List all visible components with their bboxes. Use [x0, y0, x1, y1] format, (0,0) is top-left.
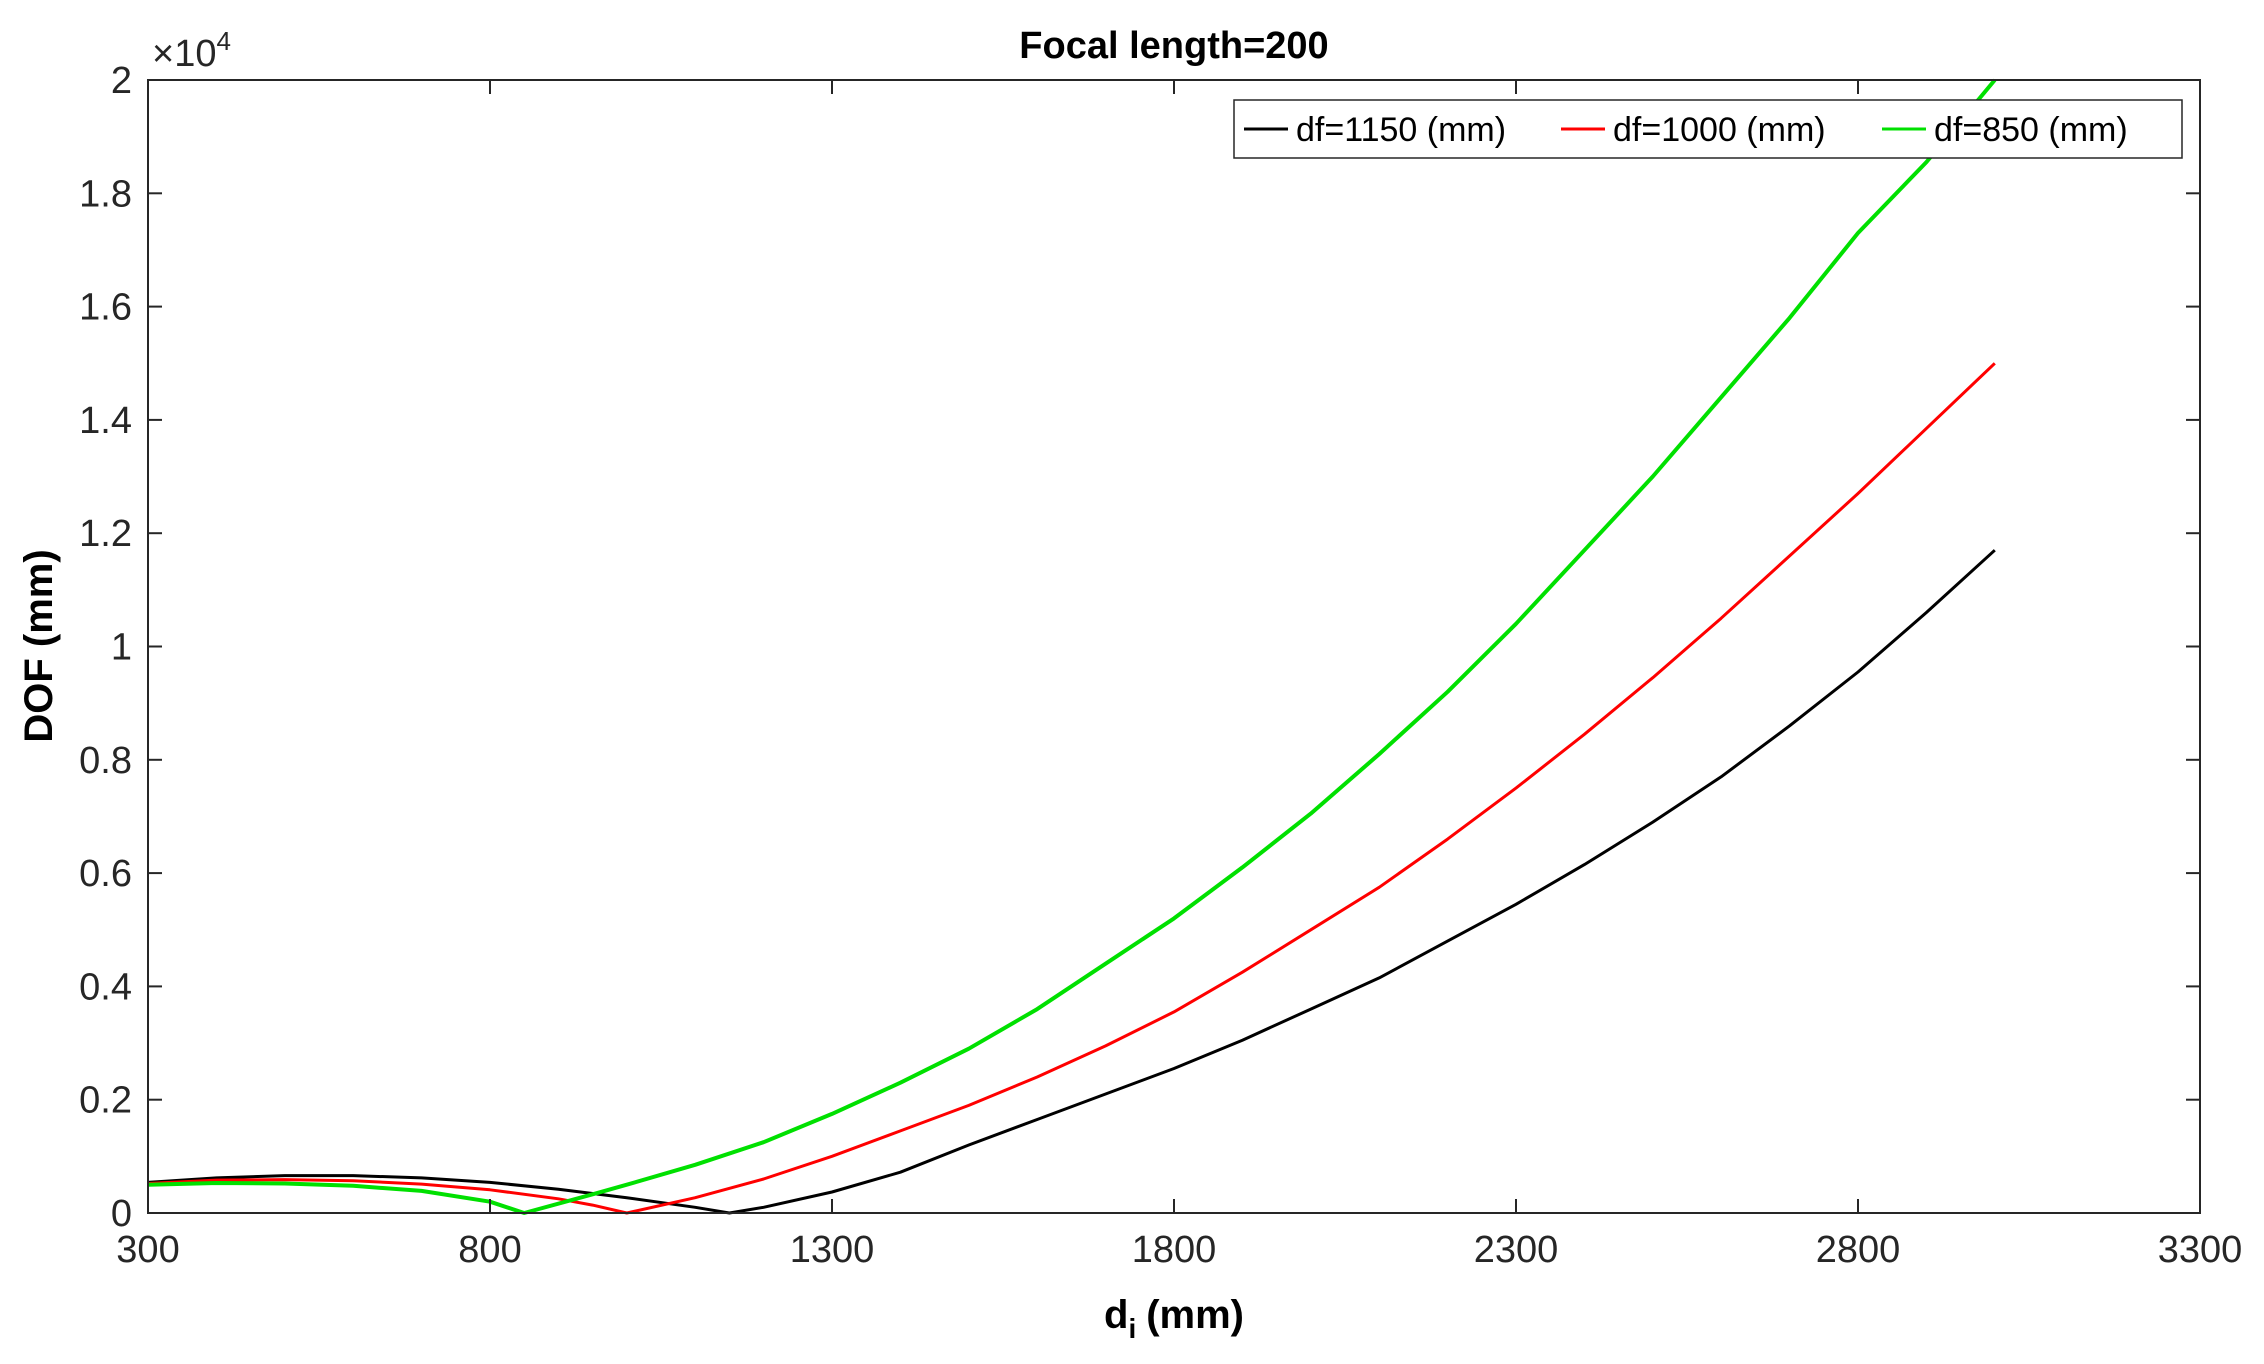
- legend-box: [1233, 99, 2183, 159]
- x-tick-label: 300: [116, 1229, 179, 1271]
- x-tick-label: 2300: [1474, 1229, 1559, 1271]
- y-tick-label: 0.8: [79, 740, 132, 782]
- y-exponent-power: 4: [216, 26, 230, 56]
- y-tick-label: 0.6: [79, 853, 132, 895]
- y-exponent-base: ×10: [152, 33, 216, 75]
- y-tick-label: 1.6: [79, 287, 132, 329]
- legend-label: df=1000 (mm): [1613, 111, 1826, 149]
- x-axis-label-sub: i: [1128, 1313, 1136, 1344]
- series-layer: [147, 78, 1997, 1215]
- y-axis-ticks: 0 0.2 0.4 0.6 0.8 1 1.2 1.4 1.6 1.8 2: [79, 60, 2200, 1235]
- x-tick-label: 3300: [2158, 1229, 2243, 1271]
- legend: df=1150 (mm) df=1000 (mm) df=850 (mm): [1233, 99, 2183, 159]
- y-tick-label: 1: [111, 627, 132, 669]
- plot-area: [148, 80, 2200, 1213]
- x-tick-label: 1300: [790, 1229, 875, 1271]
- legend-label: df=850 (mm): [1934, 111, 2128, 149]
- series-line-1: [147, 549, 1996, 1215]
- y-tick-label: 0.4: [79, 966, 132, 1008]
- x-tick-label: 1800: [1132, 1229, 1217, 1271]
- chart-title: Focal length=200: [1019, 25, 1328, 67]
- x-tick-label: 2800: [1816, 1229, 1901, 1271]
- x-axis-label-unit: (mm): [1146, 1293, 1244, 1337]
- y-exponent: ×104: [152, 26, 231, 75]
- y-axis-label: DOF (mm): [17, 549, 61, 742]
- y-tick-label: 1.4: [79, 400, 132, 442]
- y-tick-label: 2: [111, 60, 132, 102]
- y-tick-label: 0.2: [79, 1080, 132, 1122]
- y-tick-label: 1.2: [79, 513, 132, 555]
- x-tick-label: 800: [458, 1229, 521, 1271]
- x-axis-ticks: 300 800 1300 1800 2300 2800 3300: [116, 80, 2242, 1271]
- y-tick-label: 0: [111, 1193, 132, 1235]
- x-axis-label-main: d: [1104, 1293, 1128, 1337]
- series-line-3: [147, 78, 1997, 1215]
- x-axis-label: di (mm): [1104, 1293, 1244, 1344]
- y-tick-label: 1.8: [79, 173, 132, 215]
- series-line-2: [147, 362, 1996, 1215]
- legend-label: df=1150 (mm): [1296, 111, 1506, 149]
